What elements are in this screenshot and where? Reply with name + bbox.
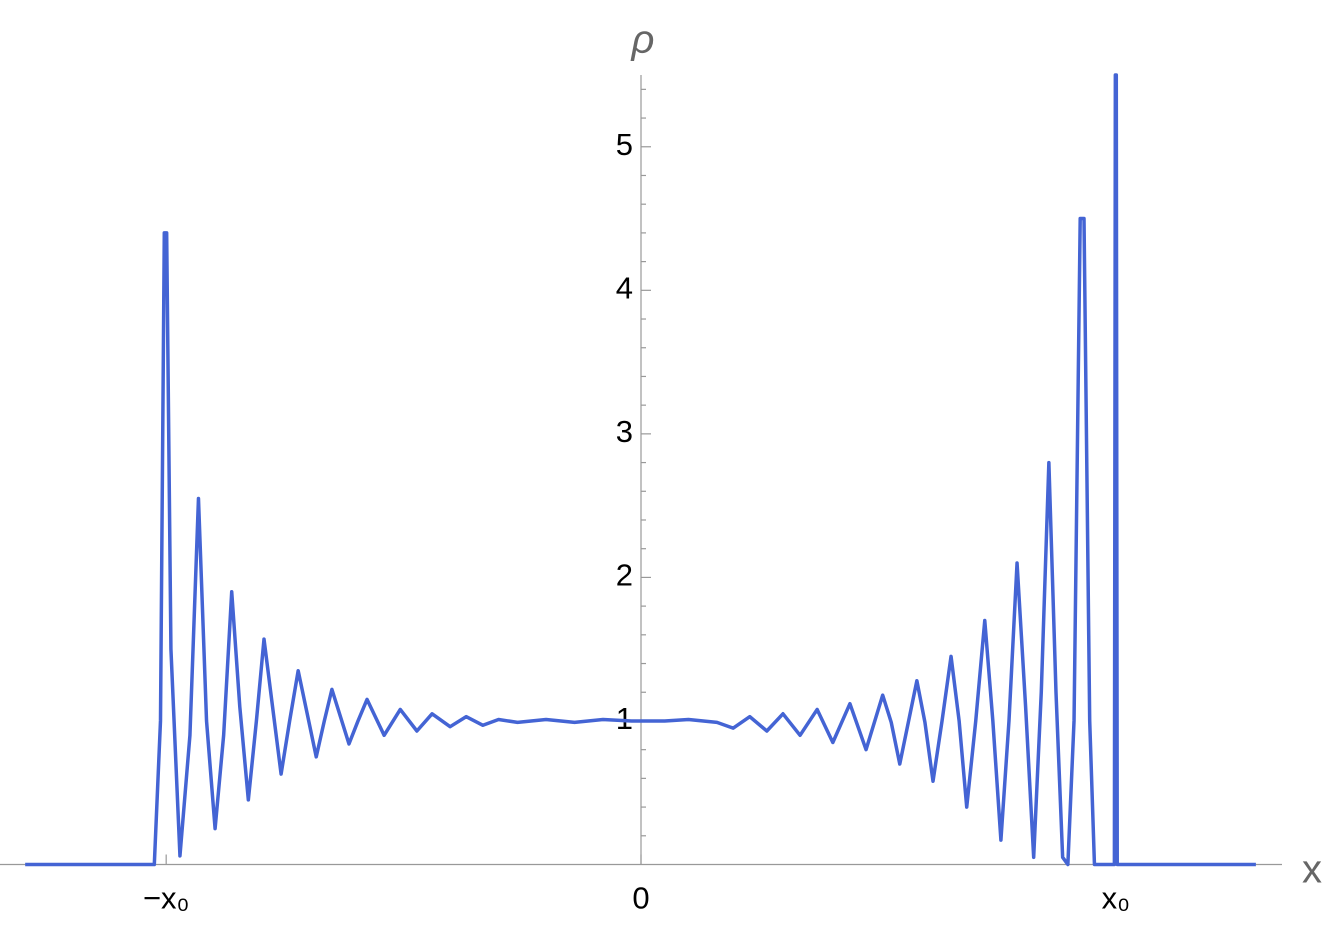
y-tick-label: 4: [616, 271, 633, 306]
line-series: [25, 73, 1256, 867]
x-tick-label: 0: [632, 881, 649, 916]
y-tick-label: 5: [616, 127, 633, 162]
y-tick-label: 1: [616, 701, 633, 736]
x-axis-label: x: [1302, 848, 1322, 892]
y-tick-label: 3: [616, 414, 633, 449]
y-tick-label: 2: [616, 558, 633, 593]
x-tick-label: −x₀: [143, 881, 189, 916]
x-tick-label: x₀: [1102, 881, 1130, 916]
y-axis-label: ρ: [631, 18, 655, 62]
